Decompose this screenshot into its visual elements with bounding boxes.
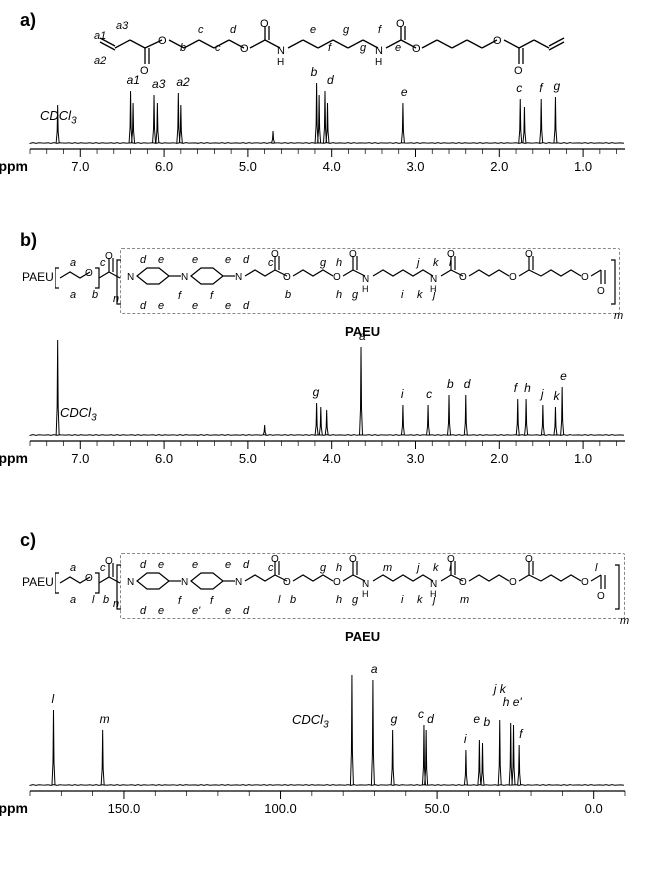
svg-text:100.0: 100.0 bbox=[264, 801, 297, 816]
svg-text:0.0: 0.0 bbox=[585, 801, 603, 816]
svg-text:ppm: ppm bbox=[0, 800, 28, 816]
svg-text:150.0: 150.0 bbox=[108, 801, 141, 816]
panel-c-spectrum: 150.0 100.0 50.0 0.0 ppm bbox=[0, 0, 654, 825]
svg-text:50.0: 50.0 bbox=[424, 801, 449, 816]
